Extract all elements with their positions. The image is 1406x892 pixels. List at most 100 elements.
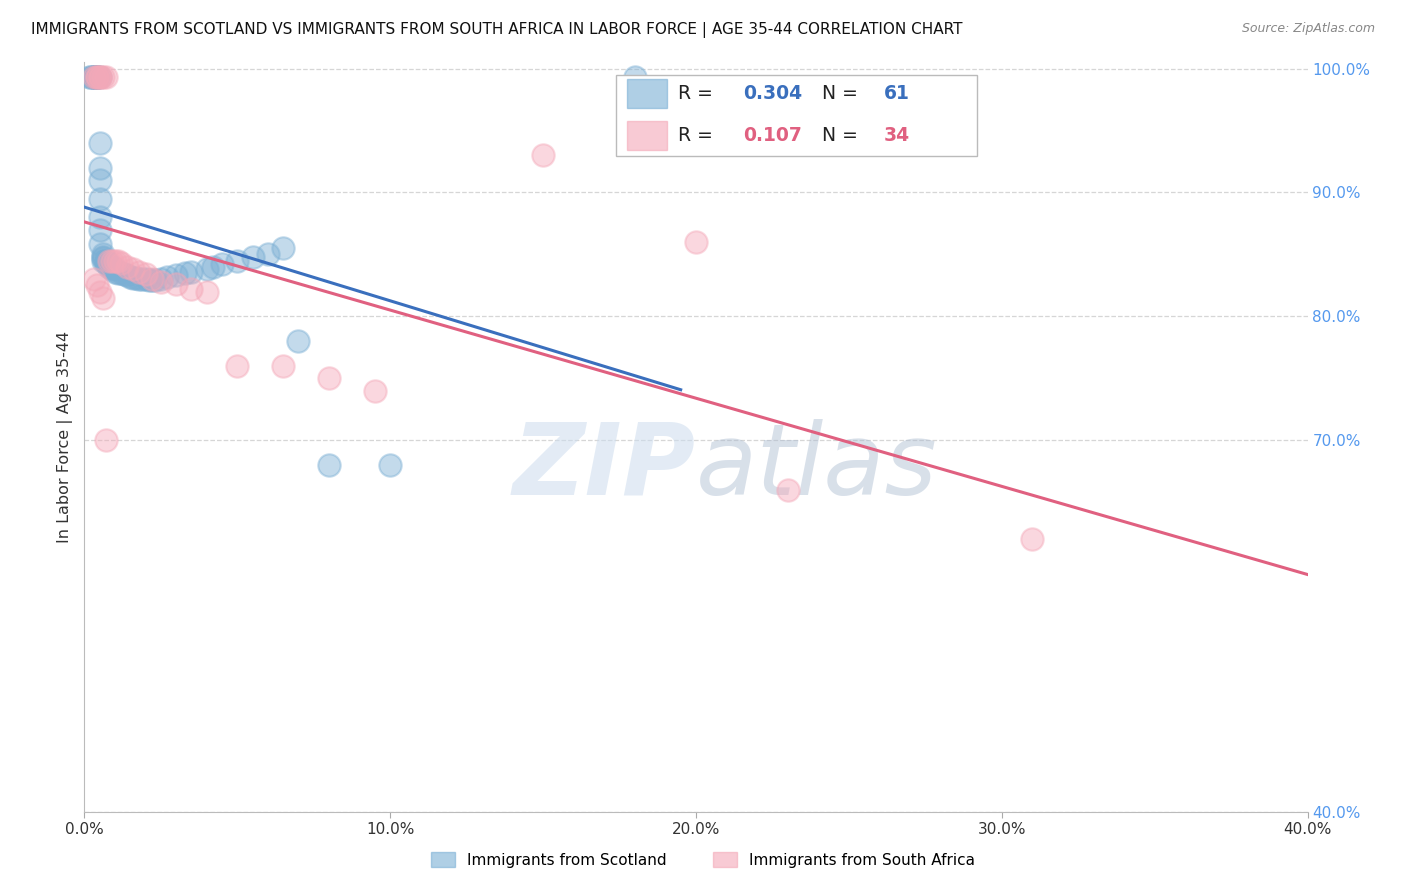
Point: [89, 70, 111, 85]
Point: [141, 272, 163, 286]
Point: [86, 70, 108, 85]
Point: [83, 70, 105, 85]
Point: [86, 70, 108, 85]
Point: [271, 359, 294, 373]
Point: [112, 267, 135, 281]
Point: [91, 250, 114, 264]
Point: [89, 222, 111, 236]
Text: ZIP: ZIP: [513, 418, 696, 516]
Point: [174, 266, 197, 280]
Point: [180, 265, 202, 279]
Point: [89, 70, 111, 85]
Point: [101, 253, 124, 268]
Point: [89, 237, 111, 252]
Point: [1021, 533, 1043, 547]
Point: [94, 253, 117, 268]
Point: [776, 483, 799, 497]
Point: [143, 273, 166, 287]
Point: [364, 384, 387, 398]
Point: [91, 70, 114, 85]
Point: [89, 211, 111, 225]
Point: [94, 70, 117, 85]
Point: [89, 136, 111, 150]
Point: [110, 266, 132, 280]
Point: [86, 70, 108, 85]
Text: atlas: atlas: [696, 418, 938, 516]
Point: [86, 70, 108, 85]
Point: [287, 334, 309, 348]
Point: [83, 272, 105, 286]
Point: [135, 267, 157, 281]
Point: [94, 256, 117, 270]
Point: [318, 371, 340, 385]
Point: [257, 247, 280, 261]
Point: [94, 253, 117, 268]
Point: [128, 265, 150, 279]
Point: [89, 192, 111, 206]
Point: [83, 70, 105, 85]
Point: [201, 260, 224, 274]
Point: [226, 253, 249, 268]
Point: [101, 260, 124, 274]
Point: [380, 458, 402, 472]
Point: [79, 70, 101, 85]
Point: [165, 268, 187, 283]
Point: [165, 277, 187, 292]
Point: [97, 257, 120, 271]
Point: [86, 70, 108, 85]
Point: [97, 253, 120, 268]
Point: [195, 285, 218, 299]
Point: [86, 70, 108, 85]
Point: [195, 262, 218, 277]
Point: [104, 265, 127, 279]
Point: [122, 271, 145, 285]
Point: [211, 257, 233, 271]
Point: [83, 70, 105, 85]
Point: [122, 262, 145, 277]
Point: [83, 70, 105, 85]
Point: [89, 161, 111, 175]
Point: [149, 272, 172, 286]
Point: [141, 273, 163, 287]
Point: [91, 291, 114, 305]
Point: [107, 266, 129, 280]
Point: [135, 272, 157, 286]
Text: Source: ZipAtlas.com: Source: ZipAtlas.com: [1241, 22, 1375, 36]
Point: [624, 70, 647, 85]
Point: [104, 253, 127, 268]
Point: [89, 173, 111, 187]
Point: [107, 253, 129, 268]
Legend: Immigrants from Scotland, Immigrants from South Africa: Immigrants from Scotland, Immigrants fro…: [423, 845, 983, 875]
Point: [91, 253, 114, 268]
Point: [89, 285, 111, 299]
Point: [125, 271, 148, 285]
Point: [86, 278, 108, 293]
Point: [271, 241, 294, 255]
Point: [138, 273, 160, 287]
Point: [128, 272, 150, 286]
Point: [120, 269, 142, 284]
Point: [83, 70, 105, 85]
Point: [149, 275, 172, 289]
Point: [531, 148, 554, 162]
Point: [101, 262, 124, 277]
Point: [91, 251, 114, 265]
Point: [115, 268, 138, 283]
Y-axis label: In Labor Force | Age 35-44: In Labor Force | Age 35-44: [58, 331, 73, 543]
Point: [89, 70, 111, 85]
Point: [226, 359, 249, 373]
Point: [242, 250, 264, 264]
Point: [91, 247, 114, 261]
Point: [318, 458, 340, 472]
Point: [131, 272, 153, 286]
Point: [104, 262, 127, 277]
Point: [83, 70, 105, 85]
Point: [97, 260, 120, 274]
Text: IMMIGRANTS FROM SCOTLAND VS IMMIGRANTS FROM SOUTH AFRICA IN LABOR FORCE | AGE 35: IMMIGRANTS FROM SCOTLAND VS IMMIGRANTS F…: [31, 22, 963, 38]
Point: [79, 70, 101, 85]
Point: [685, 235, 707, 249]
Point: [180, 282, 202, 296]
Point: [156, 269, 179, 284]
Point: [94, 433, 117, 447]
Point: [110, 256, 132, 270]
